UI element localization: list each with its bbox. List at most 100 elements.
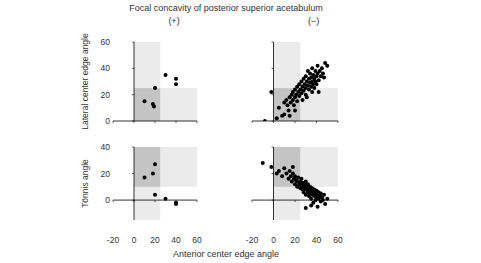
y-tick bbox=[272, 200, 274, 201]
y-label: Tönnis angle bbox=[80, 159, 90, 208]
plot-area bbox=[134, 42, 197, 121]
y-tick bbox=[272, 173, 274, 174]
point bbox=[310, 66, 314, 70]
point bbox=[301, 98, 305, 102]
x-tick bbox=[113, 200, 114, 202]
y-axis bbox=[134, 147, 135, 220]
plot-area bbox=[134, 147, 197, 220]
point bbox=[269, 90, 273, 94]
x-tick bbox=[295, 121, 296, 123]
dark-region bbox=[134, 147, 160, 187]
point bbox=[152, 105, 156, 109]
x-tick bbox=[155, 200, 156, 202]
y-tick bbox=[272, 42, 274, 43]
point bbox=[143, 99, 147, 103]
point bbox=[151, 172, 155, 176]
point bbox=[317, 78, 321, 82]
point bbox=[291, 165, 295, 169]
point bbox=[261, 161, 265, 165]
panel-title: (−) bbox=[308, 16, 319, 26]
x-tick bbox=[338, 121, 339, 123]
x-tick bbox=[338, 200, 339, 202]
y-tick bbox=[132, 121, 134, 122]
point bbox=[320, 66, 324, 70]
light-region bbox=[160, 147, 197, 187]
panel: (−) bbox=[252, 16, 338, 123]
point bbox=[285, 103, 289, 107]
panel: -20020406002040Tönnis angle bbox=[80, 142, 202, 245]
y-tick-label: 0 bbox=[105, 195, 110, 205]
point bbox=[295, 99, 299, 103]
point bbox=[321, 72, 325, 76]
light-region bbox=[274, 42, 301, 88]
x-tick-label: -20 bbox=[246, 235, 259, 245]
y-tick bbox=[132, 94, 134, 95]
point bbox=[316, 205, 320, 209]
point bbox=[277, 106, 281, 110]
point bbox=[304, 206, 308, 210]
point bbox=[284, 98, 288, 102]
point bbox=[299, 177, 303, 181]
y-axis bbox=[134, 42, 135, 121]
point bbox=[310, 90, 314, 94]
point bbox=[305, 95, 309, 99]
y-tick bbox=[132, 68, 134, 69]
x-tick bbox=[197, 121, 198, 123]
point bbox=[304, 74, 308, 78]
x-tick-label: 60 bbox=[333, 235, 343, 245]
x-tick-label: 20 bbox=[150, 235, 160, 245]
x-label: Anterior center edge angle bbox=[173, 249, 279, 259]
point bbox=[164, 73, 168, 77]
x-tick bbox=[197, 200, 198, 202]
point bbox=[309, 203, 313, 207]
point bbox=[288, 114, 292, 118]
y-tick-label: 20 bbox=[101, 169, 111, 179]
x-tick-label: 0 bbox=[271, 235, 276, 245]
x-tick-label: 40 bbox=[171, 235, 181, 245]
light-region bbox=[274, 187, 301, 220]
point bbox=[269, 165, 273, 169]
x-tick bbox=[134, 121, 135, 123]
figure: Focal concavity of posterior superior ac… bbox=[0, 0, 481, 263]
point bbox=[280, 174, 284, 178]
y-tick-label: 40 bbox=[101, 63, 111, 73]
y-tick-label: 0 bbox=[105, 116, 110, 126]
title: Focal concavity of posterior superior ac… bbox=[129, 3, 323, 13]
point bbox=[325, 64, 329, 68]
panel: 0204060(+)Lateral center edge angle bbox=[80, 16, 197, 130]
point bbox=[153, 162, 157, 166]
x-tick-label: 0 bbox=[132, 235, 137, 245]
y-tick-label: 20 bbox=[101, 90, 111, 100]
y-tick bbox=[272, 147, 274, 148]
x-tick-label: 20 bbox=[290, 235, 300, 245]
y-tick bbox=[132, 173, 134, 174]
point bbox=[287, 108, 291, 112]
y-tick bbox=[132, 147, 134, 148]
x-tick bbox=[155, 121, 156, 123]
dark-region bbox=[274, 147, 301, 187]
point bbox=[174, 82, 178, 86]
point bbox=[293, 108, 297, 112]
plot-area bbox=[263, 42, 338, 121]
point bbox=[153, 86, 157, 90]
y-tick-label: 60 bbox=[101, 37, 111, 47]
light-region bbox=[300, 147, 338, 187]
x-tick bbox=[295, 200, 296, 202]
x-tick bbox=[273, 121, 274, 123]
x-tick bbox=[113, 121, 114, 123]
x-tick bbox=[252, 200, 253, 202]
point bbox=[288, 169, 292, 173]
y-tick bbox=[132, 42, 134, 43]
point bbox=[312, 86, 316, 90]
dark-region bbox=[274, 88, 301, 121]
point bbox=[317, 90, 321, 94]
x-tick-label: 60 bbox=[192, 235, 202, 245]
y-tick bbox=[272, 121, 274, 122]
point bbox=[322, 76, 326, 80]
point bbox=[322, 193, 326, 197]
light-region bbox=[300, 88, 338, 121]
x-tick bbox=[316, 200, 317, 202]
point bbox=[315, 82, 319, 86]
point bbox=[282, 112, 286, 116]
point bbox=[174, 202, 178, 206]
